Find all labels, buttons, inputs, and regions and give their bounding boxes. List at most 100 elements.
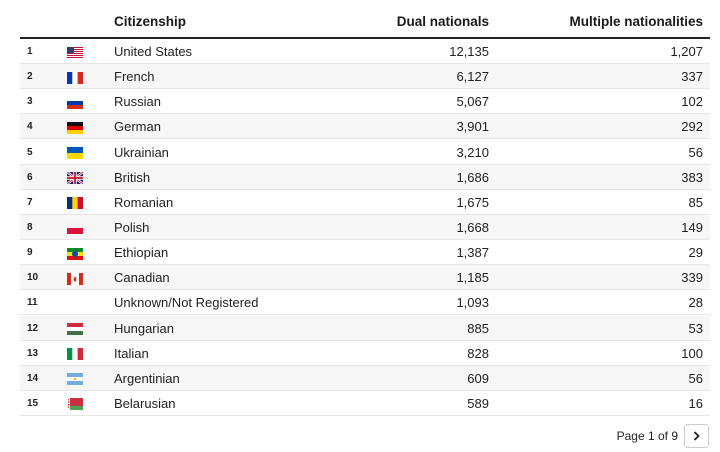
flag [67, 197, 83, 210]
flag-icon [66, 171, 84, 189]
multiple-nationalities: 85 [688, 194, 703, 210]
flag-icon [67, 347, 83, 365]
citizenship: Russian [114, 94, 161, 110]
flag [67, 398, 83, 411]
flag-icon [67, 121, 83, 139]
multiple-nationalities: 28 [688, 295, 703, 311]
column-header: Citizenship [114, 14, 187, 29]
flag [67, 247, 83, 260]
flag [66, 171, 84, 186]
flag [67, 147, 83, 160]
table-row [20, 390, 710, 416]
multiple-nationalities: 53 [688, 320, 703, 336]
citizenship: Romanian [114, 194, 174, 210]
rank: 11 [27, 297, 38, 309]
citizenship: Belarusian [114, 395, 176, 411]
rank: 13 [27, 347, 39, 359]
multiple-nationalities: 56 [688, 370, 703, 386]
flag [67, 71, 83, 84]
dual-nationals: 3,901 [456, 119, 489, 135]
citizenship: German [114, 119, 161, 135]
multiple-nationalities: 337 [681, 69, 703, 85]
flag-icon [67, 221, 83, 239]
pagination-label: Page 1 of 9 [616, 429, 678, 443]
rank: 7 [27, 196, 33, 208]
multiple-nationalities: 292 [681, 119, 703, 135]
table-row [20, 39, 710, 64]
flag [67, 96, 83, 109]
column-header: Multiple nationalities [569, 14, 703, 29]
flag-icon [67, 71, 83, 89]
dual-nationals: 1,668 [456, 219, 489, 235]
header-rule [20, 37, 710, 39]
rank: 8 [27, 221, 33, 233]
multiple-nationalities: 100 [681, 345, 703, 361]
dual-nationals: 12,135 [449, 44, 489, 59]
multiple-nationalities: 149 [681, 219, 703, 235]
chevron [693, 431, 700, 441]
flag-icon [67, 322, 83, 340]
rank: 15 [27, 397, 39, 409]
citizenship: French [114, 69, 155, 85]
dual-nationals: 589 [467, 395, 489, 411]
dual-nationals: 1,185 [456, 270, 489, 286]
table-row [20, 164, 710, 190]
flag-icon [67, 247, 83, 265]
flag-icon [67, 146, 83, 164]
multiple-nationalities: 339 [681, 270, 703, 286]
dual-nationals: 1,686 [456, 169, 489, 185]
rank: 6 [27, 171, 33, 183]
table-row [20, 189, 710, 215]
flag [67, 348, 83, 361]
table-row [20, 265, 710, 291]
citizenship: Canadian [114, 270, 170, 286]
table-row [20, 340, 710, 366]
dual-nationals: 3,210 [456, 144, 489, 160]
flag-icon [67, 397, 83, 415]
multiple-nationalities: 102 [681, 94, 703, 110]
flag-icon [67, 46, 83, 64]
citizenship: British [114, 169, 151, 185]
citizenship: Ethiopian [114, 245, 169, 261]
table-row [20, 139, 710, 165]
table-row [20, 290, 710, 316]
rank: 2 [27, 71, 33, 83]
multiple-nationalities: 1,207 [670, 44, 703, 59]
chevron-icon [693, 431, 700, 441]
rank: 1 [27, 46, 33, 57]
table-row [20, 315, 710, 341]
dual-nationals: 885 [467, 320, 489, 336]
table-row [20, 64, 710, 90]
flag [67, 373, 83, 386]
rank: 9 [27, 247, 33, 259]
citizenship: Italian [114, 345, 149, 361]
dual-nationals: 1,387 [456, 245, 489, 261]
citizenship: United States [114, 44, 193, 59]
citizenship: Argentinian [114, 370, 180, 386]
rank: 14 [27, 372, 39, 384]
citizenship: Hungarian [114, 320, 174, 336]
dual-nationals: 6,127 [456, 69, 489, 85]
multiple-nationalities: 29 [688, 245, 703, 261]
multiple-nationalities: 56 [688, 144, 703, 160]
citizenship: Unknown/Not Registered [114, 295, 259, 311]
citizenship: Polish [114, 219, 150, 235]
multiple-nationalities: 16 [688, 395, 703, 411]
rank: 4 [27, 121, 33, 133]
flag [67, 121, 83, 134]
flag [67, 323, 83, 336]
dual-nationals: 1,093 [456, 295, 489, 311]
rank: 3 [27, 96, 33, 108]
dual-nationals: 5,067 [456, 94, 489, 110]
flag-icon [67, 96, 83, 114]
table-row [20, 365, 710, 391]
table-row [20, 240, 710, 266]
rank: 10 [27, 272, 39, 284]
table-row [20, 214, 710, 240]
next-page-button[interactable] [684, 424, 709, 448]
rank: 12 [27, 322, 39, 334]
citizenship: Ukrainian [114, 144, 169, 160]
flag [67, 272, 83, 285]
dual-nationals: 1,675 [456, 194, 489, 210]
